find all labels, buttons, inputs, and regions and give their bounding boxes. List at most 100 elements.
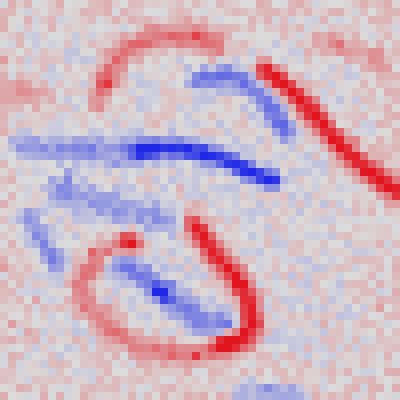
heatmap-cell (360, 152, 369, 161)
heatmap-cell (184, 0, 193, 9)
heatmap-cell (288, 96, 297, 105)
heatmap-cell (368, 392, 377, 400)
heatmap-cell (176, 312, 185, 321)
heatmap-cell (88, 128, 97, 137)
heatmap-cell (64, 296, 73, 305)
heatmap-cell (384, 112, 393, 121)
heatmap-cell (376, 168, 385, 177)
heatmap-cell (392, 184, 400, 193)
heatmap-cell (296, 392, 305, 400)
heatmap-cell (184, 200, 193, 209)
heatmap-cell (232, 360, 241, 369)
heatmap-cell (72, 160, 81, 169)
heatmap-cell (152, 288, 161, 297)
heatmap-cell (368, 360, 377, 369)
heatmap-cell (24, 112, 33, 121)
heatmap-cell (176, 392, 185, 400)
heatmap-cell (80, 216, 89, 225)
heatmap-cell (8, 248, 17, 257)
heatmap-cell (240, 192, 249, 201)
heatmap-cell (16, 232, 25, 241)
heatmap-cell (80, 48, 89, 57)
heatmap-cell (128, 40, 137, 49)
heatmap-cell (272, 344, 281, 353)
heatmap-cell (240, 280, 249, 289)
heatmap-cell (104, 344, 113, 353)
heatmap-cell (64, 288, 73, 297)
heatmap-cell (200, 312, 209, 321)
heatmap-cell (0, 392, 9, 400)
heatmap-cell (336, 104, 345, 113)
heatmap-cell (336, 176, 345, 185)
heatmap-cell (40, 384, 49, 393)
heatmap-cell (376, 64, 385, 73)
heatmap-cell (0, 72, 9, 81)
heatmap-cell (80, 184, 89, 193)
heatmap-cell (296, 216, 305, 225)
heatmap-cell (192, 384, 201, 393)
heatmap-cell (344, 224, 353, 233)
heatmap-cell (200, 168, 209, 177)
heatmap-cell (248, 64, 257, 73)
heatmap-cell (144, 104, 153, 113)
heatmap-cell (176, 368, 185, 377)
heatmap-cell (344, 344, 353, 353)
heatmap-cell (96, 224, 105, 233)
heatmap-cell (72, 328, 81, 337)
heatmap-cell (192, 224, 201, 233)
heatmap-cell (232, 80, 241, 89)
heatmap-cell (40, 104, 49, 113)
heatmap-cell (216, 0, 225, 9)
heatmap-cell (120, 104, 129, 113)
heatmap-cell (40, 88, 49, 97)
heatmap-cell (80, 144, 89, 153)
heatmap-cell (136, 272, 145, 281)
heatmap-cell (8, 312, 17, 321)
heatmap-cell (64, 56, 73, 65)
heatmap-cell (24, 344, 33, 353)
heatmap-cell (88, 376, 97, 385)
heatmap-cell (264, 160, 273, 169)
heatmap-cell (216, 168, 225, 177)
heatmap-cell (216, 8, 225, 17)
heatmap-cell (288, 40, 297, 49)
heatmap-cell (280, 200, 289, 209)
heatmap-cell (160, 8, 169, 17)
heatmap-cell (296, 96, 305, 105)
heatmap-cell (32, 296, 41, 305)
heatmap-cell (0, 328, 9, 337)
heatmap-cell (24, 184, 33, 193)
heatmap-cell (232, 96, 241, 105)
heatmap-cell (216, 208, 225, 217)
heatmap-cell (32, 240, 41, 249)
heatmap-cell (344, 280, 353, 289)
heatmap-cell (256, 312, 265, 321)
heatmap-cell (56, 64, 65, 73)
heatmap-cell (80, 160, 89, 169)
heatmap-cell (80, 384, 89, 393)
heatmap-cell (224, 248, 233, 257)
heatmap-cell (280, 48, 289, 57)
heatmap-cell (152, 296, 161, 305)
heatmap-cell (192, 192, 201, 201)
heatmap-cell (144, 0, 153, 9)
heatmap-cell (48, 232, 57, 241)
heatmap-cell (320, 320, 329, 329)
heatmap-cell (216, 280, 225, 289)
heatmap-cell (200, 152, 209, 161)
heatmap-cell (312, 128, 321, 137)
heatmap-cell (304, 192, 313, 201)
heatmap-cell (312, 144, 321, 153)
heatmap-cell (8, 288, 17, 297)
heatmap-cell (40, 144, 49, 153)
heatmap-cell (80, 328, 89, 337)
heatmap-cell (368, 184, 377, 193)
heatmap-cell (208, 96, 217, 105)
heatmap-cell (216, 360, 225, 369)
heatmap-cell (104, 40, 113, 49)
heatmap-cell (112, 160, 121, 169)
heatmap-cell (56, 184, 65, 193)
heatmap-cell (344, 256, 353, 265)
heatmap-cell (304, 296, 313, 305)
heatmap-cell (376, 112, 385, 121)
